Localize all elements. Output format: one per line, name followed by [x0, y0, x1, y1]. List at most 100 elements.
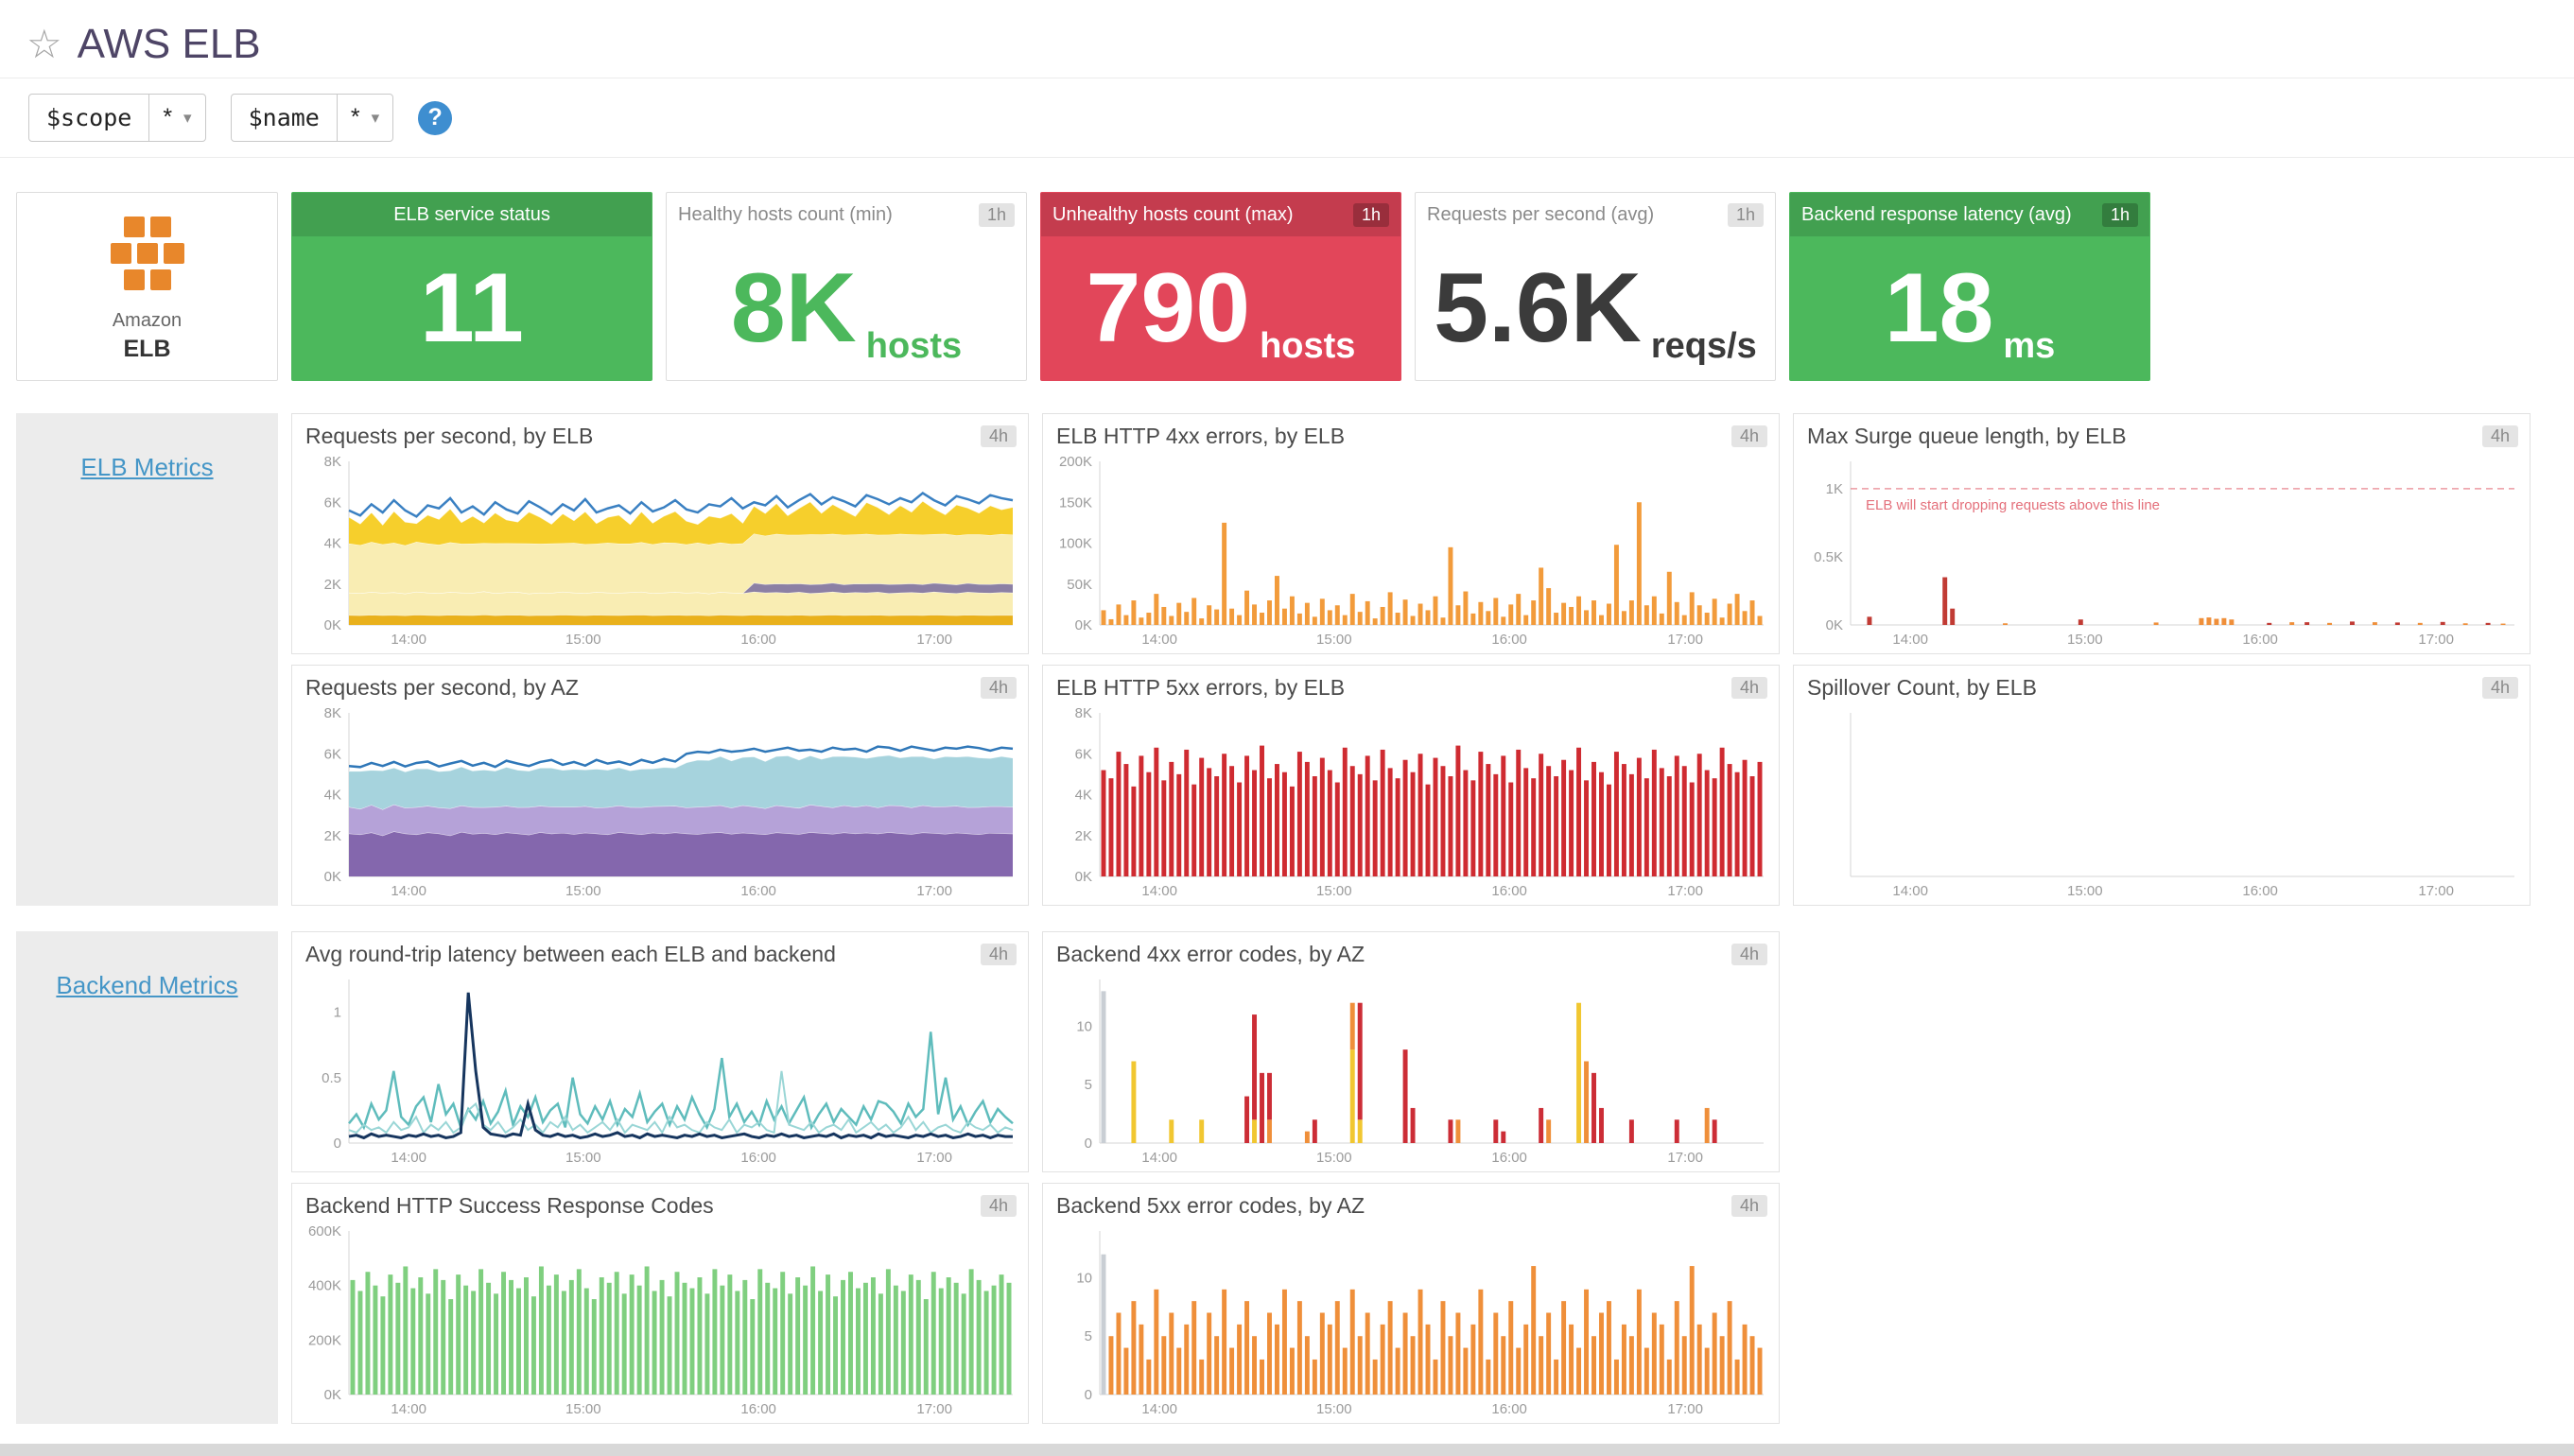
amazon-elb-icon — [108, 215, 186, 292]
timeframe-badge: 4h — [1730, 425, 1767, 447]
chart-title: Backend HTTP Success Response Codes — [305, 1193, 714, 1218]
svg-text:0K: 0K — [324, 869, 341, 885]
name-variable: $name * ▾ — [230, 94, 394, 142]
svg-text:600K: 600K — [308, 1223, 341, 1239]
svg-text:0.5K: 0.5K — [1814, 549, 1843, 565]
svg-text:ELB will start dropping reques: ELB will start dropping requests above t… — [1866, 497, 2160, 513]
svg-text:17:00: 17:00 — [916, 1150, 952, 1166]
timeframe-badge: 1h — [978, 202, 1015, 227]
scope-variable-label: $scope — [29, 95, 150, 141]
chart-canvas[interactable]: 0K 200K 400K 600K 14:00 15:00 16:00 17:00 — [296, 1223, 1022, 1419]
tile-value: 11 — [420, 253, 524, 363]
tile-requests-per-second: Requests per second (avg) 1h 5.6K reqs/s — [1415, 192, 1776, 381]
page-title: AWS ELB — [77, 21, 261, 67]
tile-unhealthy-hosts-count: Unhealthy hosts count (max) 1h 790 hosts — [1040, 192, 1401, 381]
chevron-down-icon: ▾ — [371, 108, 380, 127]
chart-max-surge-queue-length: Max Surge queue length, by ELB 4h 0K 0.5K… — [1793, 413, 2531, 654]
svg-text:16:00: 16:00 — [1491, 1150, 1527, 1166]
svg-text:2K: 2K — [324, 828, 341, 844]
svg-text:15:00: 15:00 — [1316, 1150, 1352, 1166]
svg-text:15:00: 15:00 — [2067, 883, 2103, 899]
svg-text:200K: 200K — [1059, 454, 1092, 470]
chart-canvas[interactable]: 0K 2K 4K 6K 8K 14:00 15:00 16:00 17:00 — [296, 705, 1022, 901]
tile-unit: hosts — [1260, 326, 1356, 366]
tile-healthy-hosts-count: Healthy hosts count (min) 1h 8K hosts — [666, 192, 1027, 381]
timeframe-badge: 4h — [980, 677, 1017, 699]
svg-text:150K: 150K — [1059, 494, 1092, 511]
svg-text:17:00: 17:00 — [1667, 1401, 1703, 1417]
svg-text:0: 0 — [1085, 1135, 1092, 1152]
chart-canvas[interactable]: 0K 0.5K 1K 14:00 15:00 16:00 17:00 ELB will sta… — [1798, 454, 2524, 650]
timeframe-badge: 4h — [1730, 1195, 1767, 1217]
chart-elb-http-4xx-errors: ELB HTTP 4xx errors, by ELB 4h 0K 50K 100K… — [1042, 413, 1780, 654]
help-icon[interactable]: ? — [418, 100, 453, 135]
chart-title: Max Surge queue length, by ELB — [1807, 424, 2127, 448]
name-variable-dropdown[interactable]: * ▾ — [338, 95, 392, 141]
svg-text:1: 1 — [334, 1005, 341, 1021]
chart-backend-5xx-error-codes: Backend 5xx error codes, by AZ 4h 0 5 10 14… — [1042, 1183, 1780, 1424]
svg-text:17:00: 17:00 — [916, 1401, 952, 1417]
chart-canvas[interactable]: 0 5 10 14:00 15:00 16:00 17:00 — [1047, 1223, 1773, 1419]
svg-text:15:00: 15:00 — [1316, 1401, 1352, 1417]
svg-text:4K: 4K — [1075, 788, 1092, 804]
chevron-down-icon: ▾ — [183, 108, 192, 127]
svg-text:5: 5 — [1085, 1077, 1092, 1093]
svg-text:16:00: 16:00 — [740, 1401, 776, 1417]
tile-unit: reqs/s — [1650, 326, 1757, 366]
scope-variable: $scope * ▾ — [28, 94, 206, 142]
svg-text:14:00: 14:00 — [1141, 883, 1177, 899]
svg-text:8K: 8K — [1075, 705, 1092, 721]
favorite-star-icon[interactable]: ☆ — [26, 22, 62, 66]
svg-text:0K: 0K — [1826, 617, 1843, 633]
name-variable-value: * — [350, 104, 360, 130]
chart-title: Requests per second, by ELB — [305, 424, 594, 448]
svg-text:17:00: 17:00 — [1667, 1150, 1703, 1166]
chart-backend-http-success-codes: Backend HTTP Success Response Codes 4h 0… — [291, 1183, 1029, 1424]
svg-text:16:00: 16:00 — [740, 883, 776, 899]
chart-canvas[interactable]: 0 5 10 14:00 15:00 16:00 17:00 — [1047, 972, 1773, 1168]
chart-canvas[interactable]: 14:00 15:00 16:00 17:00 — [1798, 705, 2524, 901]
svg-text:0: 0 — [1085, 1387, 1092, 1403]
tile-label: Requests per second (avg) — [1427, 203, 1655, 225]
svg-text:16:00: 16:00 — [1491, 883, 1527, 899]
chart-backend-4xx-error-codes: Backend 4xx error codes, by AZ 4h 0 5 10 14… — [1042, 931, 1780, 1172]
chart-canvas[interactable]: 0 0.5 1 14:00 15:00 16:00 17:00 — [296, 972, 1022, 1168]
svg-text:200K: 200K — [308, 1332, 341, 1348]
chart-canvas[interactable]: 0K 2K 4K 6K 8K 14:00 15:00 16:00 17:00 — [296, 454, 1022, 650]
timeframe-badge: 4h — [980, 944, 1017, 965]
svg-text:15:00: 15:00 — [565, 632, 601, 648]
svg-text:14:00: 14:00 — [391, 883, 426, 899]
chart-title: Requests per second, by AZ — [305, 675, 579, 700]
svg-text:0K: 0K — [1075, 869, 1092, 885]
timeframe-badge: 4h — [2481, 425, 2518, 447]
chart-elb-http-5xx-errors: ELB HTTP 5xx errors, by ELB 4h 0K 2K 4K 6K 8… — [1042, 665, 1780, 906]
svg-text:17:00: 17:00 — [2418, 632, 2454, 648]
svg-text:14:00: 14:00 — [391, 1150, 426, 1166]
backend-metrics-label-column: Backend Metrics — [16, 931, 278, 1424]
chart-title: ELB HTTP 4xx errors, by ELB — [1056, 424, 1346, 448]
svg-text:14:00: 14:00 — [1141, 1150, 1177, 1166]
chart-title: Backend 4xx error codes, by AZ — [1056, 942, 1365, 966]
name-variable-label: $name — [232, 95, 338, 141]
chart-canvas[interactable]: 0K 50K 100K 150K 200K 14:00 15:00 16:00 17:00 — [1047, 454, 1773, 650]
svg-text:14:00: 14:00 — [391, 1401, 426, 1417]
svg-text:5: 5 — [1085, 1328, 1092, 1344]
tile-amazon-elb-logo: Amazon ELB — [16, 192, 278, 381]
svg-text:17:00: 17:00 — [1667, 883, 1703, 899]
chart-requests-per-second-by-elb: Requests per second, by ELB 4h 0K 2K 4K 6K 8… — [291, 413, 1029, 654]
timeframe-badge: 4h — [2481, 677, 2518, 699]
chart-requests-per-second-by-az: Requests per second, by AZ 4h 0K 2K 4K 6K 8K… — [291, 665, 1029, 906]
tile-elb-service-status: ELB service status 11 — [291, 192, 652, 381]
chart-title: Spillover Count, by ELB — [1807, 675, 2037, 700]
chart-canvas[interactable]: 0K 2K 4K 6K 8K 14:00 15:00 16:00 17:00 — [1047, 705, 1773, 901]
svg-text:14:00: 14:00 — [1141, 1401, 1177, 1417]
backend-metrics-link[interactable]: Backend Metrics — [56, 971, 238, 999]
elb-metrics-charts: Requests per second, by ELB 4h 0K 2K 4K 6K 8… — [291, 413, 2531, 906]
timeframe-badge: 1h — [1352, 202, 1389, 227]
scope-variable-dropdown[interactable]: * ▾ — [149, 95, 204, 141]
tile-unit: hosts — [865, 326, 963, 366]
elb-metrics-link[interactable]: ELB Metrics — [80, 453, 214, 481]
svg-text:17:00: 17:00 — [1667, 632, 1703, 648]
svg-text:8K: 8K — [324, 454, 341, 470]
